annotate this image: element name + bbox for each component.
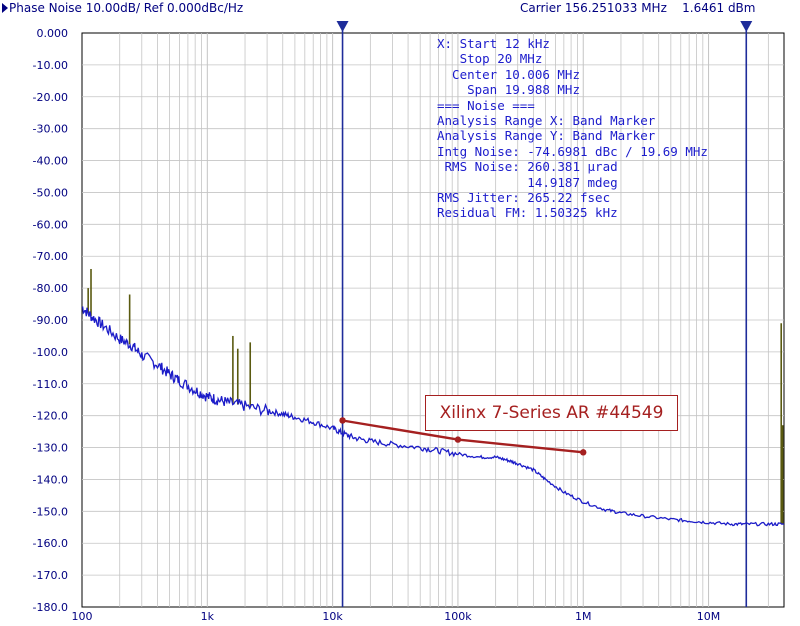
analysis-info-panel: X: Start 12 kHz Stop 20 MHz Center 10.00… — [437, 36, 708, 221]
info-line: X: Start 12 kHz — [437, 36, 550, 51]
carrier-power: 1.6461 dBm — [682, 1, 756, 15]
chart-title: Phase Noise 10.00dB/ Ref 0.000dBc/Hz — [2, 0, 243, 16]
y-tick-label: -170.0 — [33, 569, 68, 582]
info-line: Residual FM: 1.50325 kHz — [437, 205, 618, 221]
carrier-frequency: Carrier 156.251033 MHz — [520, 1, 667, 15]
y-tick-label: -20.00 — [33, 91, 68, 104]
y-tick-label: -180.0 — [33, 601, 68, 614]
y-tick-label: -90.00 — [33, 314, 68, 327]
spurs — [87, 268, 784, 525]
x-tick-label: 100 — [72, 610, 93, 623]
chart-title-text: Phase Noise 10.00dB/ Ref 0.000dBc/Hz — [9, 1, 244, 15]
x-tick-label: 1k — [201, 610, 215, 623]
info-line: Center 10.006 MHz — [437, 66, 580, 82]
carrier-readout: Carrier 156.251033 MHz 1.6461 dBm — [520, 0, 755, 16]
info-line: Analysis Range Y: Band Marker — [437, 128, 656, 144]
x-tick-labels: 100 1k 10k 100k 1M 10M — [72, 610, 721, 623]
y-tick-label: -150.0 — [33, 505, 68, 518]
y-tick-label: -30.00 — [33, 123, 68, 136]
annotation-point — [454, 436, 462, 443]
y-tick-label: -60.00 — [33, 218, 68, 231]
y-tick-label: -50.00 — [33, 186, 68, 199]
band-marker-triangle-icon — [336, 21, 349, 32]
y-tick-label: -110.0 — [33, 378, 68, 391]
y-tick-label: 0.000 — [37, 27, 69, 40]
info-line: Analysis Range X: Band Marker — [437, 113, 656, 129]
annotation-point — [580, 449, 587, 456]
y-tick-label: -140.0 — [33, 473, 68, 486]
info-line: Stop 20 MHz — [437, 51, 543, 67]
x-tick-label: 1M — [575, 610, 592, 623]
band-markers — [336, 21, 753, 607]
y-tick-label: -80.00 — [33, 282, 68, 295]
info-line: 14.9187 mdeg — [437, 174, 618, 190]
x-tick-label: 100k — [444, 610, 472, 623]
y-tick-labels: 0.000 -10.00 -20.00 -30.00 -40.00 -50.00 -60.0… — [33, 27, 68, 614]
y-tick-label: -10.00 — [33, 59, 68, 72]
info-line: Intg Noise: -74.6981 dBc / 19.69 MHz — [437, 143, 708, 159]
annotation-label: Xilinx 7-Series AR #44549 — [425, 395, 678, 431]
band-marker-triangle-icon — [740, 21, 753, 32]
y-tick-label: -40.00 — [33, 155, 68, 168]
info-line: === Noise === — [437, 97, 535, 113]
info-line: Span 19.988 MHz — [437, 82, 580, 98]
annotation-line — [339, 417, 587, 456]
y-tick-label: -120.0 — [33, 410, 68, 423]
triangle-icon — [2, 3, 8, 13]
info-line: RMS Noise: 260.381 µrad — [437, 159, 618, 175]
info-line: RMS Jitter: 265.22 fsec — [437, 190, 611, 206]
phase-noise-trace — [81, 306, 785, 527]
y-tick-label: -130.0 — [33, 442, 68, 455]
y-tick-label: -160.0 — [33, 537, 68, 550]
y-tick-label: -70.00 — [33, 250, 68, 263]
x-tick-label: 10M — [697, 610, 721, 623]
grid-lines — [82, 33, 784, 607]
annotation-point — [339, 417, 346, 424]
x-tick-label: 10k — [322, 610, 343, 623]
y-tick-label: -100.0 — [33, 346, 68, 359]
